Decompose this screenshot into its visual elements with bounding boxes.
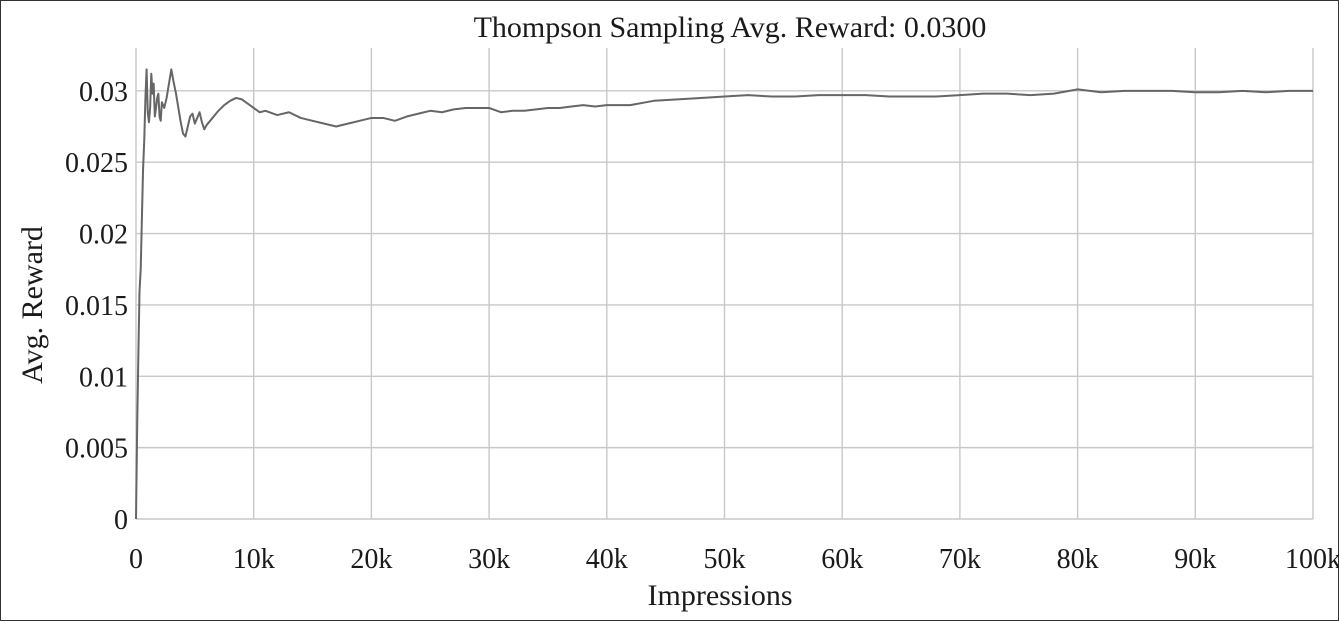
y-tick-label: 0.03 xyxy=(79,77,128,108)
series-group xyxy=(135,68,1313,520)
y-tick-label: 0.005 xyxy=(65,434,128,465)
y-axis-title: Avg. Reward xyxy=(16,226,49,384)
y-tick-label: 0.02 xyxy=(79,220,128,251)
x-tick-label: 0 xyxy=(129,544,143,575)
x-tick-label: 10k xyxy=(233,544,275,575)
x-tick-label: 70k xyxy=(939,544,981,575)
x-tick-label: 100k xyxy=(1285,544,1339,575)
x-gridlines xyxy=(135,48,1314,519)
chart-title: Thompson Sampling Avg. Reward: 0.0300 xyxy=(474,11,987,44)
y-tick-label: 0 xyxy=(114,505,128,536)
y-tick-labels: 0 0.005 0.01 0.015 0.02 0.025 0.03 xyxy=(65,77,128,536)
y-tick-label: 0.025 xyxy=(65,148,128,179)
x-tick-label: 30k xyxy=(468,544,510,575)
x-tick-labels: 0 10k 20k 30k 40k 50k 60k 70k 80k 90k 100k xyxy=(129,544,1339,575)
x-tick-label: 90k xyxy=(1174,544,1216,575)
y-tick-label: 0.015 xyxy=(65,291,128,322)
y-gridlines xyxy=(136,90,1313,520)
y-tick-label: 0.01 xyxy=(79,362,128,393)
x-tick-label: 80k xyxy=(1057,544,1099,575)
x-tick-label: 40k xyxy=(586,544,628,575)
x-tick-label: 20k xyxy=(350,544,392,575)
x-tick-label: 60k xyxy=(821,544,863,575)
x-axis-title: Impressions xyxy=(648,579,793,612)
x-tick-label: 50k xyxy=(704,544,746,575)
series-line xyxy=(135,68,1313,520)
